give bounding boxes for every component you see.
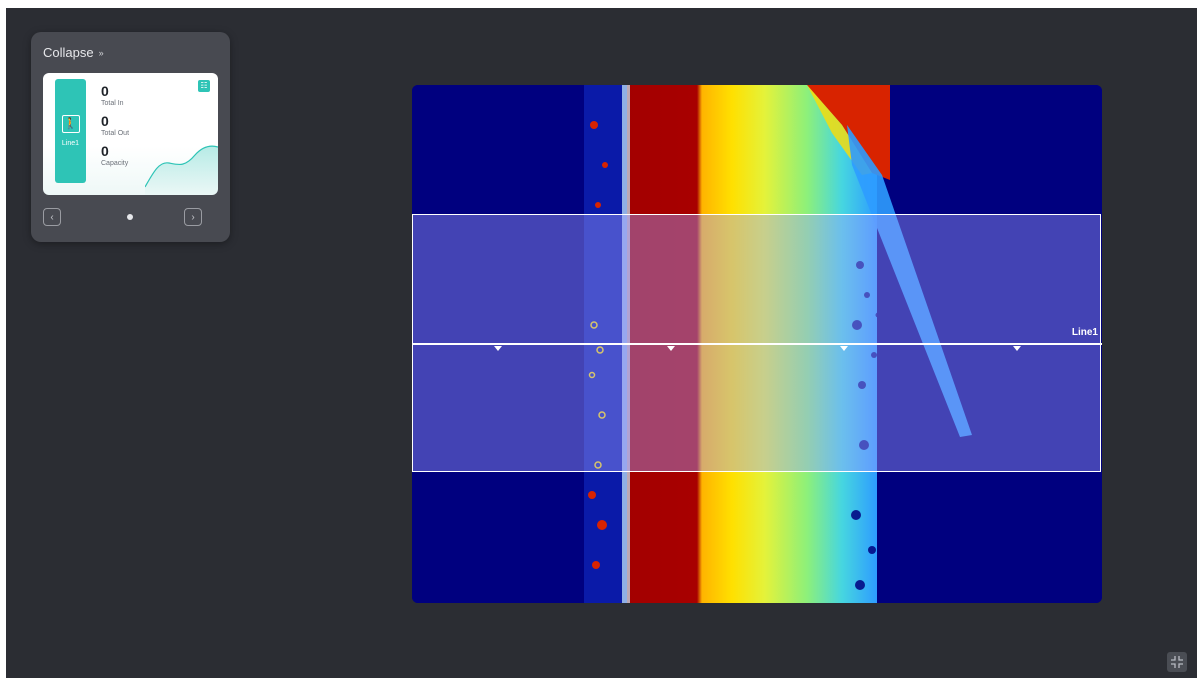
capacity-value: 0: [101, 143, 109, 159]
direction-arrow-icon: [1013, 346, 1021, 351]
capacity-label: Capacity: [101, 160, 129, 167]
prev-page-button[interactable]: ‹: [43, 208, 61, 226]
line-label: Line1: [1071, 327, 1098, 338]
direction-arrow-icon: [494, 346, 502, 351]
counting-line[interactable]: [412, 343, 1102, 345]
next-page-button[interactable]: ›: [184, 208, 202, 226]
total-in-label: Total In: [101, 100, 124, 107]
stats-list: 0 Total In 0 Total Out 0 Capacity: [101, 83, 129, 173]
walking-person-icon: 🚶: [61, 115, 80, 133]
line-tag-label: Line1: [61, 140, 80, 147]
line-stats-card: 🚶 Line1 0 Total In 0 Total Out 0 Capacit…: [43, 73, 218, 195]
stats-panel: Collapse » 🚶 Line1 0 Total In 0 Total Ou…: [31, 32, 230, 242]
app-stage: Collapse » 🚶 Line1 0 Total In 0 Total Ou…: [6, 8, 1197, 678]
total-out-label: Total Out: [101, 130, 130, 137]
total-in-value: 0: [101, 83, 109, 99]
compress-icon: [1171, 656, 1183, 668]
line-tag: 🚶 Line1: [55, 79, 86, 183]
export-icon[interactable]: ☷: [198, 80, 210, 92]
collapse-toggle[interactable]: Collapse »: [43, 45, 104, 60]
trend-sparkline: [145, 145, 218, 195]
exit-fullscreen-button[interactable]: [1167, 652, 1187, 672]
chevron-left-icon: ‹: [50, 211, 54, 223]
heatmap-view: Line1: [412, 85, 1102, 603]
pager-dot[interactable]: [127, 214, 133, 220]
double-chevron-down-icon: »: [98, 47, 104, 58]
direction-arrow-icon: [667, 346, 675, 351]
direction-arrow-icon: [840, 346, 848, 351]
chevron-right-icon: ›: [191, 211, 195, 223]
total-out-value: 0: [101, 113, 109, 129]
collapse-label: Collapse: [43, 45, 94, 60]
